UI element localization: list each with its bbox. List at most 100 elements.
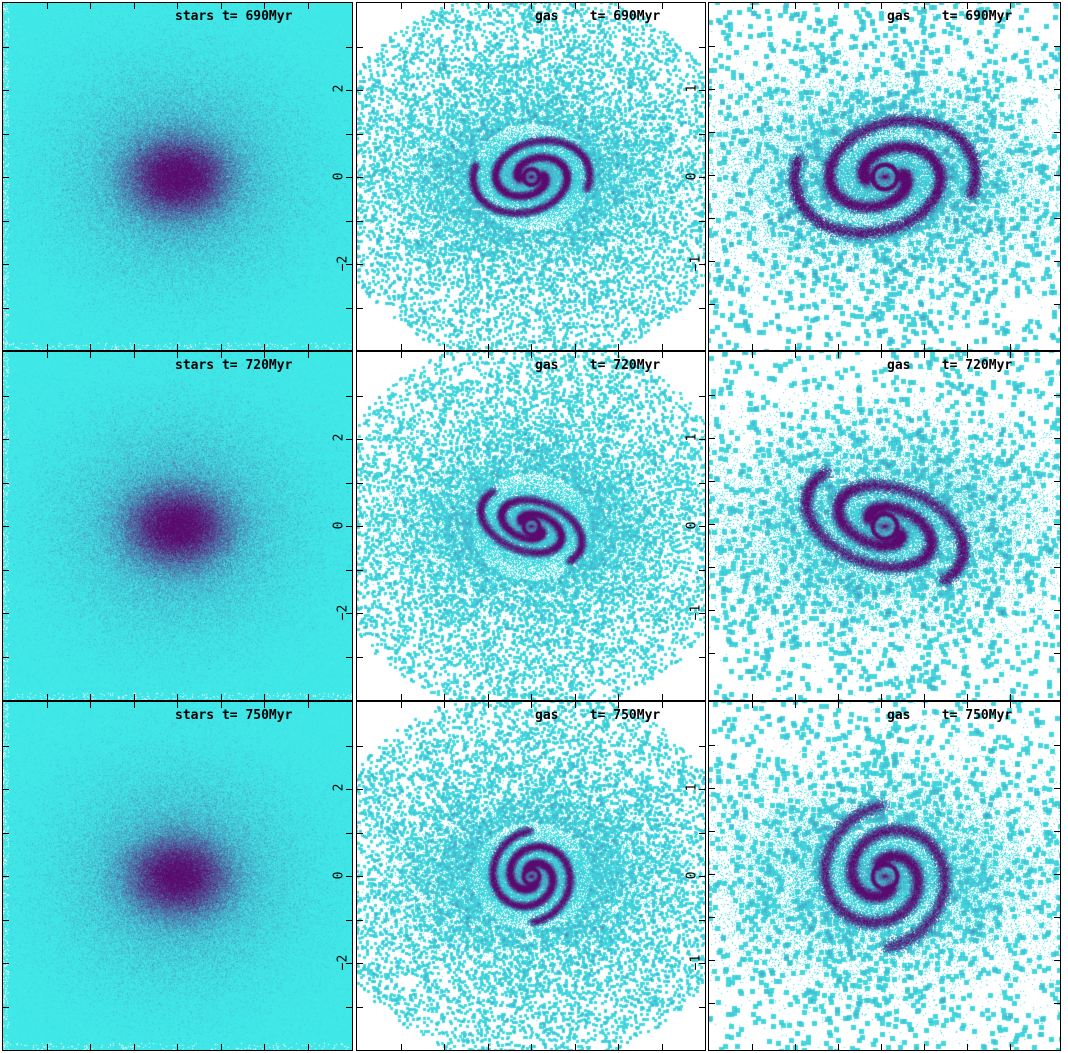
axis-tick [795, 352, 796, 358]
axis-tick [531, 3, 532, 9]
axis-tick [346, 613, 352, 614]
axis-tick [357, 570, 363, 571]
axis-tick [47, 694, 48, 700]
axis-tick [1054, 175, 1060, 176]
axis-tick [709, 917, 715, 918]
axis-tick [346, 439, 352, 440]
axis-tick [3, 746, 9, 747]
y-tick-label: 0 [331, 871, 347, 880]
simulation-panel: gas t= 720Myr [708, 351, 1061, 701]
axis-tick [795, 344, 796, 350]
axis-tick [346, 657, 352, 658]
axis-tick [488, 344, 489, 350]
density-map-image [3, 3, 352, 350]
axis-tick [709, 653, 715, 654]
axis-tick [1054, 89, 1060, 90]
axis-tick [90, 1044, 91, 1050]
axis-tick [1054, 304, 1060, 305]
axis-tick [488, 694, 489, 700]
y-tick-label: 2 [331, 84, 347, 93]
axis-tick [618, 694, 619, 700]
panel-label: gas t= 690Myr [535, 9, 661, 24]
axis-tick [709, 567, 715, 568]
axis-tick [699, 789, 705, 790]
axis-tick [1010, 3, 1011, 9]
axis-tick [699, 134, 705, 135]
axis-tick [3, 134, 9, 135]
axis-tick [3, 963, 9, 964]
axis-tick [357, 833, 363, 834]
axis-tick [444, 352, 445, 358]
axis-tick [967, 1044, 968, 1050]
axis-tick [1054, 132, 1060, 133]
axis-tick [221, 352, 222, 358]
density-map-image [709, 3, 1060, 350]
axis-tick [838, 694, 839, 700]
axis-tick [1054, 745, 1060, 746]
axis-tick [838, 344, 839, 350]
axis-tick [90, 694, 91, 700]
axis-tick [618, 352, 619, 358]
axis-tick [1054, 874, 1060, 875]
axis-tick [967, 702, 968, 708]
axis-tick [357, 746, 363, 747]
axis-tick [308, 694, 309, 700]
y-tick-label: 1 [684, 84, 700, 93]
axis-tick [1010, 352, 1011, 358]
axis-tick [795, 694, 796, 700]
axis-tick [709, 481, 715, 482]
axis-tick [709, 831, 715, 832]
axis-tick [662, 344, 663, 350]
axis-tick [264, 344, 265, 350]
axis-tick [47, 344, 48, 350]
axis-tick [881, 694, 882, 700]
axis-tick [357, 396, 363, 397]
axis-tick [357, 657, 363, 658]
axis-tick [618, 344, 619, 350]
axis-tick [709, 438, 715, 439]
axis-tick [134, 1044, 135, 1050]
axis-tick [3, 396, 9, 397]
axis-tick [264, 702, 265, 708]
y-tick-label: −2 [335, 954, 351, 971]
axis-tick [177, 694, 178, 700]
density-map-image [3, 352, 352, 700]
axis-tick [1054, 610, 1060, 611]
simulation-panel: stars t= 750Myr [2, 701, 353, 1051]
axis-tick [967, 694, 968, 700]
axis-tick [1010, 694, 1011, 700]
axis-tick [3, 613, 9, 614]
axis-tick [699, 396, 705, 397]
axis-tick [699, 876, 705, 877]
axis-tick [1054, 1003, 1060, 1004]
axis-tick [1054, 481, 1060, 482]
axis-tick [221, 702, 222, 708]
axis-tick [699, 308, 705, 309]
axis-tick [264, 694, 265, 700]
axis-tick [308, 344, 309, 350]
axis-tick [1054, 917, 1060, 918]
axis-tick [838, 352, 839, 358]
y-tick-label: −2 [335, 604, 351, 621]
axis-tick [3, 657, 9, 658]
axis-tick [346, 789, 352, 790]
axis-tick [3, 439, 9, 440]
axis-tick [488, 352, 489, 358]
axis-tick [967, 352, 968, 358]
axis-tick [795, 702, 796, 708]
axis-tick [90, 344, 91, 350]
axis-tick [3, 526, 9, 527]
axis-tick [1054, 831, 1060, 832]
axis-tick [1054, 218, 1060, 219]
axis-tick [264, 352, 265, 358]
axis-tick [264, 1044, 265, 1050]
axis-tick [709, 745, 715, 746]
density-map-image [3, 702, 352, 1050]
axis-tick [838, 1044, 839, 1050]
axis-tick [264, 3, 265, 9]
axis-tick [177, 352, 178, 358]
axis-tick [575, 344, 576, 350]
axis-tick [346, 221, 352, 222]
axis-tick [709, 304, 715, 305]
axis-tick [357, 1007, 363, 1008]
